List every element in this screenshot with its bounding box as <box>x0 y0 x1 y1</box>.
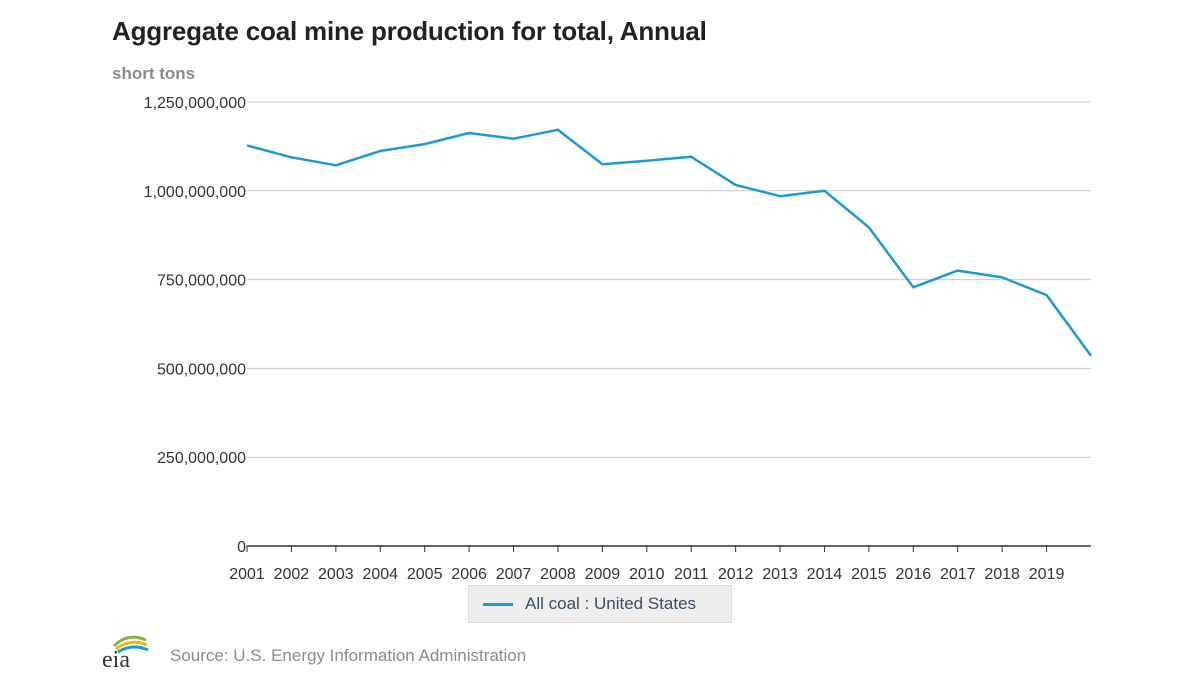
y-tick-label: 250,000,000 <box>157 450 246 467</box>
logo-arc-blue <box>117 645 149 654</box>
logo-arc-yellow <box>115 640 148 651</box>
x-tick-label: 2016 <box>896 566 932 583</box>
legend-label: All coal : United States <box>525 594 697 613</box>
x-tick-label: 2017 <box>940 566 976 583</box>
data-point[interactable] <box>907 281 919 293</box>
data-point[interactable] <box>685 151 697 163</box>
x-tick-label: 2010 <box>629 566 665 583</box>
x-tick-label: 2001 <box>229 566 265 583</box>
data-point[interactable] <box>508 133 520 145</box>
x-tick-label: 2012 <box>718 566 754 583</box>
data-point[interactable] <box>241 139 253 151</box>
grid-lines <box>247 101 1091 458</box>
x-tick-label: 2003 <box>318 566 354 583</box>
x-tick-label: 2018 <box>984 566 1020 583</box>
data-point[interactable] <box>552 124 564 136</box>
legend-swatch <box>483 602 513 606</box>
x-tick-label: 2008 <box>540 566 576 583</box>
data-point[interactable] <box>996 271 1008 283</box>
legend[interactable]: All coal : United States <box>468 585 732 623</box>
data-point[interactable] <box>818 185 830 197</box>
logo-arc-green <box>112 635 147 648</box>
x-tick-label: 2014 <box>807 566 843 583</box>
data-point[interactable] <box>285 151 297 163</box>
data-point[interactable] <box>374 145 386 157</box>
x-tick-label: 2004 <box>362 566 398 583</box>
x-tick-label: 2013 <box>762 566 798 583</box>
eia-logo-icon: eia <box>102 635 149 670</box>
x-tick-label: 2006 <box>451 566 487 583</box>
logo-text: eia <box>102 647 130 670</box>
x-tick-label: 2015 <box>851 566 887 583</box>
data-point[interactable] <box>730 179 742 191</box>
data-point[interactable] <box>463 127 475 139</box>
data-point[interactable] <box>641 155 653 167</box>
source-note: Source: U.S. Energy Information Administ… <box>170 646 527 665</box>
data-point[interactable] <box>863 221 875 233</box>
y-tick-label: 1,000,000,000 <box>144 184 246 201</box>
chart-title: Aggregate coal mine production for total… <box>112 16 707 46</box>
x-axis: 2001 2002 2003 2004 2005 2006 2007 2008 2009 2010… <box>229 545 1091 583</box>
x-tick-label: 2011 <box>674 566 709 583</box>
data-point[interactable] <box>419 138 431 150</box>
x-tick-label: 2019 <box>1029 566 1065 583</box>
data-point[interactable] <box>596 158 608 170</box>
y-tick-label: 1,250,000,000 <box>144 95 246 112</box>
data-point[interactable] <box>1041 289 1053 301</box>
data-point[interactable] <box>952 265 964 277</box>
series-layer <box>241 124 1097 362</box>
x-tick-label: 2005 <box>407 566 443 583</box>
data-point[interactable] <box>1085 350 1097 362</box>
y-tick-label: 500,000,000 <box>157 361 246 378</box>
x-tick-label: 2009 <box>585 566 621 583</box>
y-axis-ticks: 0 250,000,000 500,000,000 750,000,000 1,000,… <box>144 95 246 556</box>
y-tick-label: 750,000,000 <box>157 273 246 290</box>
data-point[interactable] <box>774 190 786 202</box>
data-point[interactable] <box>330 159 342 171</box>
x-tick-label: 2002 <box>274 566 310 583</box>
x-tick-label: 2007 <box>496 566 532 583</box>
y-tick-label: 0 <box>237 539 246 556</box>
series-line-all-coal[interactable] <box>246 128 1093 357</box>
y-axis-unit-label: short tons <box>112 64 196 83</box>
